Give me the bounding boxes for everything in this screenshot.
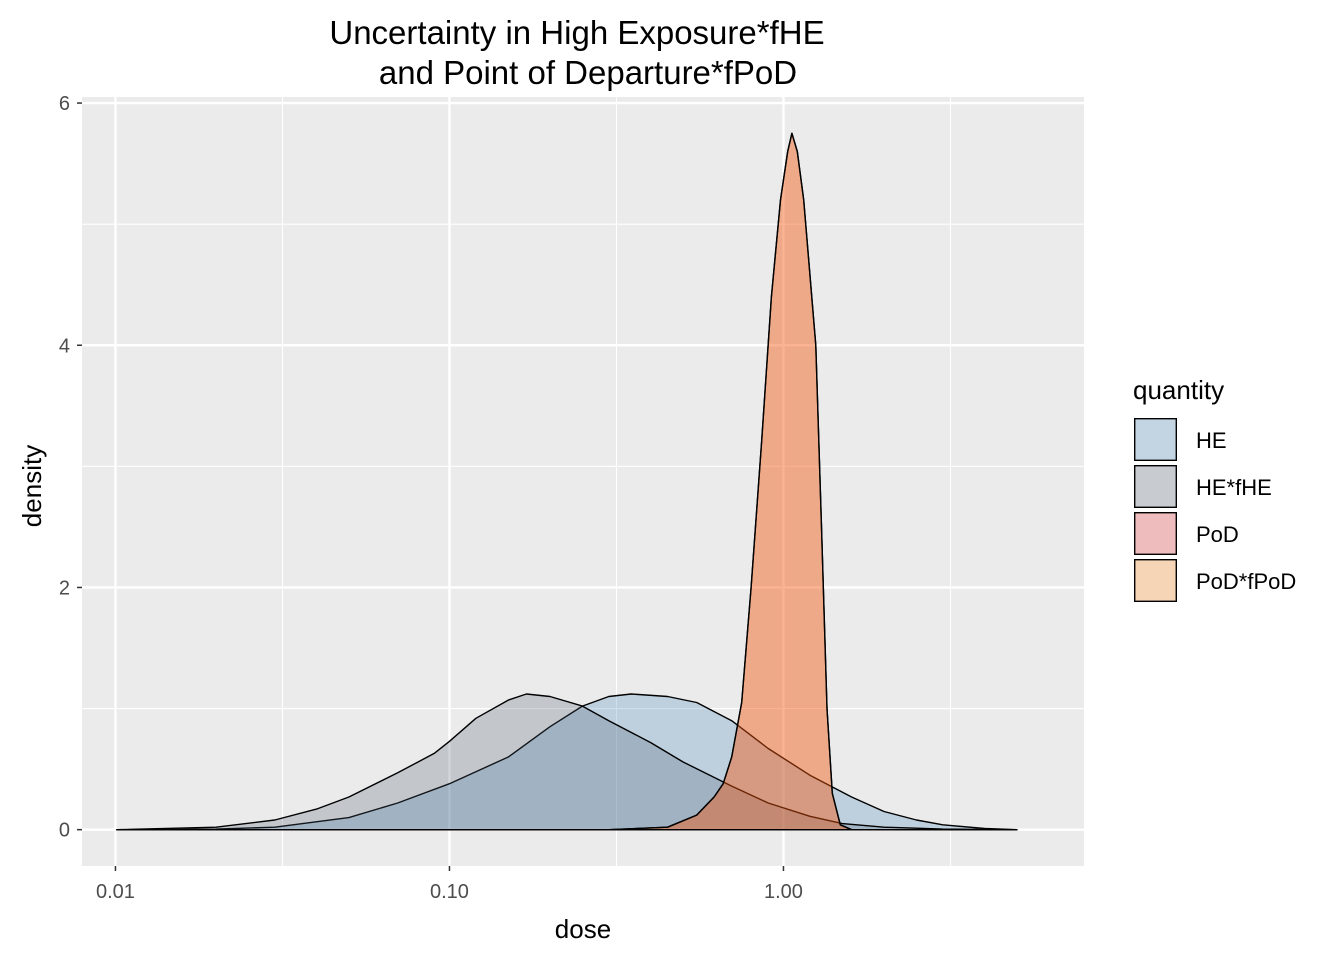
legend-label: PoD: [1196, 522, 1239, 547]
x-tick-label: 1.00: [764, 881, 803, 903]
chart-title-line-1: Uncertainty in High Exposure*fHE: [329, 14, 824, 51]
x-axis-title: dose: [555, 914, 611, 944]
chart-title-line-2: and Point of Departure*fPoD: [379, 54, 797, 91]
legend-label: HE*fHE: [1196, 475, 1272, 500]
legend-key-background: [1134, 418, 1177, 461]
legend-swatch: [1133, 418, 1177, 462]
y-tick-label: 0: [59, 820, 70, 842]
legend-key-background: [1134, 559, 1177, 602]
area-he-fhe: [116, 693, 1018, 831]
x-tick-label: 0.10: [430, 881, 469, 903]
legend-item-he: HE: [1133, 418, 1227, 462]
legend: quantity HE HE*fHE PoD PoD*fPoD: [1133, 375, 1296, 603]
legend-title: quantity: [1133, 375, 1224, 405]
legend-swatch: [1133, 559, 1177, 603]
legend-item-he-fhe: HE*fHE: [1133, 465, 1272, 509]
legend-key-background: [1134, 465, 1177, 508]
x-tick-label: 0.01: [96, 881, 135, 903]
plot-panel: [82, 97, 1084, 866]
y-axis-ticks: 0 2 4 6: [59, 93, 82, 842]
legend-label: HE: [1196, 428, 1227, 453]
legend-label: PoD*fPoD: [1196, 569, 1296, 594]
y-axis-title: density: [17, 445, 47, 527]
legend-swatch: [1133, 512, 1177, 556]
density-areas: [116, 132, 1018, 831]
area-he: [116, 693, 1018, 831]
area-pod-fpod: [116, 132, 1018, 831]
legend-items: HE HE*fHE PoD PoD*fPoD: [1133, 418, 1296, 603]
y-tick-label: 6: [59, 93, 70, 115]
y-tick-label: 2: [59, 577, 70, 599]
x-axis-ticks: 0.01 0.10 1.00: [96, 866, 803, 903]
y-tick-label: 4: [59, 335, 70, 357]
legend-item-pod: PoD: [1133, 512, 1239, 556]
legend-key-background: [1134, 512, 1177, 555]
legend-swatch: [1133, 465, 1177, 509]
legend-item-pod-fpod: PoD*fPoD: [1133, 559, 1296, 603]
